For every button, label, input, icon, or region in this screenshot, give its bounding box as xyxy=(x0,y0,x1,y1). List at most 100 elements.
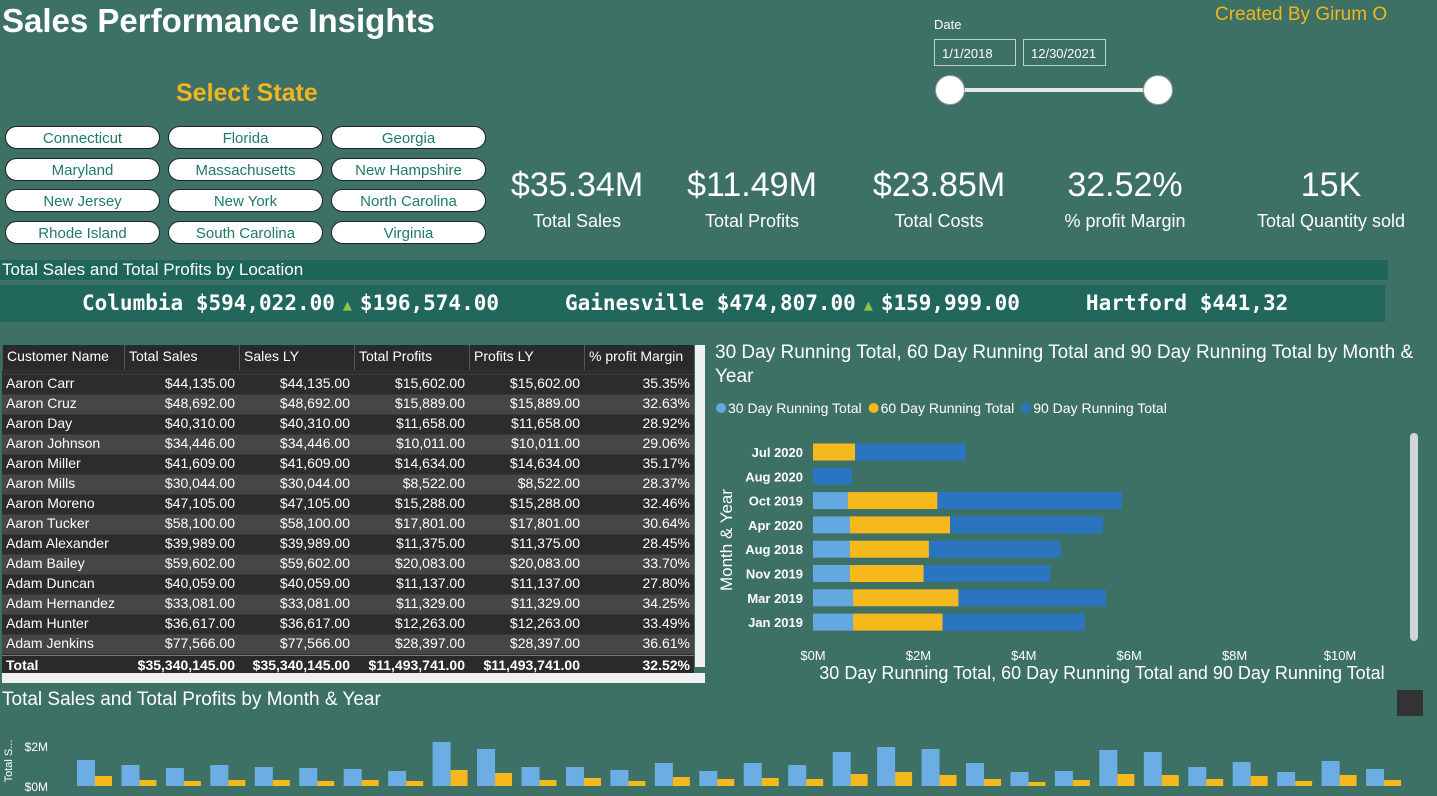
table-cell: $59,602.00 xyxy=(164,555,235,571)
table-header: Customer Name Total Sales Sales LY Total Pr… xyxy=(2,345,694,370)
scrollbar[interactable] xyxy=(2,673,705,683)
table-row[interactable]: Adam Hunter $36,617.00 $36,617.00 $12,263.0… xyxy=(2,614,694,634)
kpi-card: $35.34M Total Sales xyxy=(477,166,677,232)
table-row[interactable]: Aaron Johnson $34,446.00 $34,446.00 $10,011… xyxy=(2,434,694,454)
table-row[interactable]: Aaron Miller $41,609.00 $41,609.00 $14,634.… xyxy=(2,454,694,474)
x-tick-label: $4M xyxy=(1011,648,1036,663)
bar xyxy=(1250,776,1268,786)
table-cell: $11,329.00 xyxy=(395,595,465,611)
table-row[interactable]: Aaron Tucker $58,100.00 $58,100.00 $17,801.… xyxy=(2,514,694,534)
table-row[interactable]: Adam Duncan $40,059.00 $40,059.00 $11,137.0… xyxy=(2,574,694,594)
ticker-title: Total Sales and Total Profits by Locatio… xyxy=(0,260,1388,280)
bar xyxy=(1072,780,1090,786)
scrollbar[interactable] xyxy=(695,345,705,667)
table-cell: $28,397.00 xyxy=(509,635,580,651)
table-row[interactable]: Adam Hernandez $33,081.00 $33,081.00 $11,32… xyxy=(2,594,694,614)
kpi-label: Total Costs xyxy=(894,211,984,231)
table-cell: $11,375.00 xyxy=(395,535,465,551)
x-tick-label: $8M xyxy=(1222,648,1247,663)
x-tick-label: $10M xyxy=(1324,648,1357,663)
date-start[interactable]: 1/1/2018 xyxy=(934,39,1016,66)
y-axis-title: Total S... xyxy=(3,740,15,783)
table-cell: 29.06% xyxy=(642,435,690,451)
table-cell: $15,602.00 xyxy=(394,375,465,391)
table-cell: 28.92% xyxy=(642,415,690,431)
state-button[interactable]: Connecticut xyxy=(5,126,160,149)
ticker-sales: $594,022.00 xyxy=(195,291,335,315)
table-cell: $40,059.00 xyxy=(164,575,235,591)
column-header: % profit Margin xyxy=(584,345,694,370)
state-button[interactable]: New Hampshire xyxy=(331,157,486,181)
table-cell: $41,609.00 xyxy=(164,455,235,471)
bar-segment xyxy=(813,467,852,485)
table-row[interactable]: Aaron Cruz $48,692.00 $48,692.00 $15,889.00… xyxy=(2,394,694,414)
table-cell: Aaron Carr xyxy=(6,375,75,391)
ticker: Columbia $594,022.00 ▲ $196,574.00 Gainesvi… xyxy=(0,285,1385,322)
bar xyxy=(1232,762,1251,786)
table-cell: Aaron Miller xyxy=(6,455,81,471)
bar xyxy=(121,765,140,786)
table-cell: $8,522.00 xyxy=(402,475,465,491)
legend-marker xyxy=(716,403,726,413)
table-row[interactable]: Adam Alexander $39,989.00 $39,989.00 $11,37… xyxy=(2,534,694,554)
state-button[interactable]: Maryland xyxy=(5,157,160,181)
table-cell: $17,801.00 xyxy=(509,515,580,531)
slider-handle[interactable] xyxy=(1143,75,1173,105)
state-button[interactable]: South Carolina xyxy=(168,220,323,244)
table-cell: $15,889.00 xyxy=(509,395,580,411)
state-button[interactable]: Massachusetts xyxy=(168,157,323,181)
scrollbar[interactable] xyxy=(1410,433,1418,641)
bar xyxy=(432,742,451,786)
bar xyxy=(210,765,229,786)
table-cell: $11,137.00 xyxy=(510,575,580,591)
bar-segment xyxy=(958,589,1107,607)
y-axis-title: Month & Year xyxy=(717,489,736,591)
bar-segment xyxy=(928,540,1061,558)
ticker-item: Hartford $441,32 xyxy=(1086,291,1288,315)
date-end[interactable]: 12/30/2021 xyxy=(1023,39,1106,66)
credit: Created By Girum O xyxy=(1215,4,1388,25)
slider-handle[interactable] xyxy=(935,75,965,105)
focus-button[interactable] xyxy=(1397,690,1423,716)
ticker-location: Gainesville xyxy=(565,291,705,315)
table-cell: $40,310.00 xyxy=(164,415,235,431)
table-row[interactable]: Aaron Day $40,310.00 $40,310.00 $11,658.00 $… xyxy=(2,414,694,434)
table-cell: $11,375.00 xyxy=(510,535,580,551)
table-row[interactable]: Aaron Moreno $47,105.00 $47,105.00 $15,288.… xyxy=(2,494,694,514)
state-button[interactable]: Georgia xyxy=(331,126,486,149)
y-tick-label: Jan 2019 xyxy=(748,615,803,630)
ticker-location: Hartford xyxy=(1085,291,1188,315)
kpi-value: 32.52% xyxy=(1067,166,1183,204)
dashboard-title: Sales Performance Insights xyxy=(2,2,435,39)
state-button[interactable]: North Carolina xyxy=(331,189,486,212)
bar xyxy=(761,778,779,786)
bar xyxy=(343,769,362,786)
bar-segment xyxy=(849,516,951,534)
bar xyxy=(788,765,807,786)
kpi-value: $11.49M xyxy=(687,166,817,204)
table-cell: $47,105.00 xyxy=(279,495,350,511)
table-row[interactable]: Adam Jenkins $77,566.00 $77,566.00 $28,397.… xyxy=(2,634,694,654)
table-cell: $30,044.00 xyxy=(279,475,350,491)
table-cell: $44,135.00 xyxy=(279,375,350,391)
state-button[interactable]: Rhode Island xyxy=(5,220,160,244)
running-chart-title: 30 Day Running Total, 60 Day Running Tot… xyxy=(715,342,1414,387)
bar xyxy=(806,779,824,786)
table-cell: $30,044.00 xyxy=(164,475,235,491)
state-button[interactable]: Florida xyxy=(168,126,323,149)
bar xyxy=(1339,775,1357,786)
bar xyxy=(95,776,112,786)
state-button[interactable]: New Jersey xyxy=(5,189,160,212)
table-cell: 32.63% xyxy=(642,395,690,411)
state-button[interactable]: New York xyxy=(168,189,323,212)
y-tick-label: $2M xyxy=(25,740,48,754)
bar-segment xyxy=(813,492,848,510)
ticker-strip: Columbia $594,022.00 ▲ $196,574.00 Gainesvi… xyxy=(0,285,1385,322)
table-row[interactable]: Adam Bailey $59,602.00 $59,602.00 $20,083.0… xyxy=(2,554,694,574)
table-cell: Adam Jenkins xyxy=(6,635,94,651)
state-button[interactable]: Virginia xyxy=(331,220,486,244)
bar xyxy=(254,767,273,786)
table-cell: Adam Alexander xyxy=(6,535,109,551)
table-row[interactable]: Aaron Mills $30,044.00 $30,044.00 $8,522.00… xyxy=(2,474,694,494)
table-row[interactable]: Aaron Carr $44,135.00 $44,135.00 $15,602.00… xyxy=(2,374,694,394)
